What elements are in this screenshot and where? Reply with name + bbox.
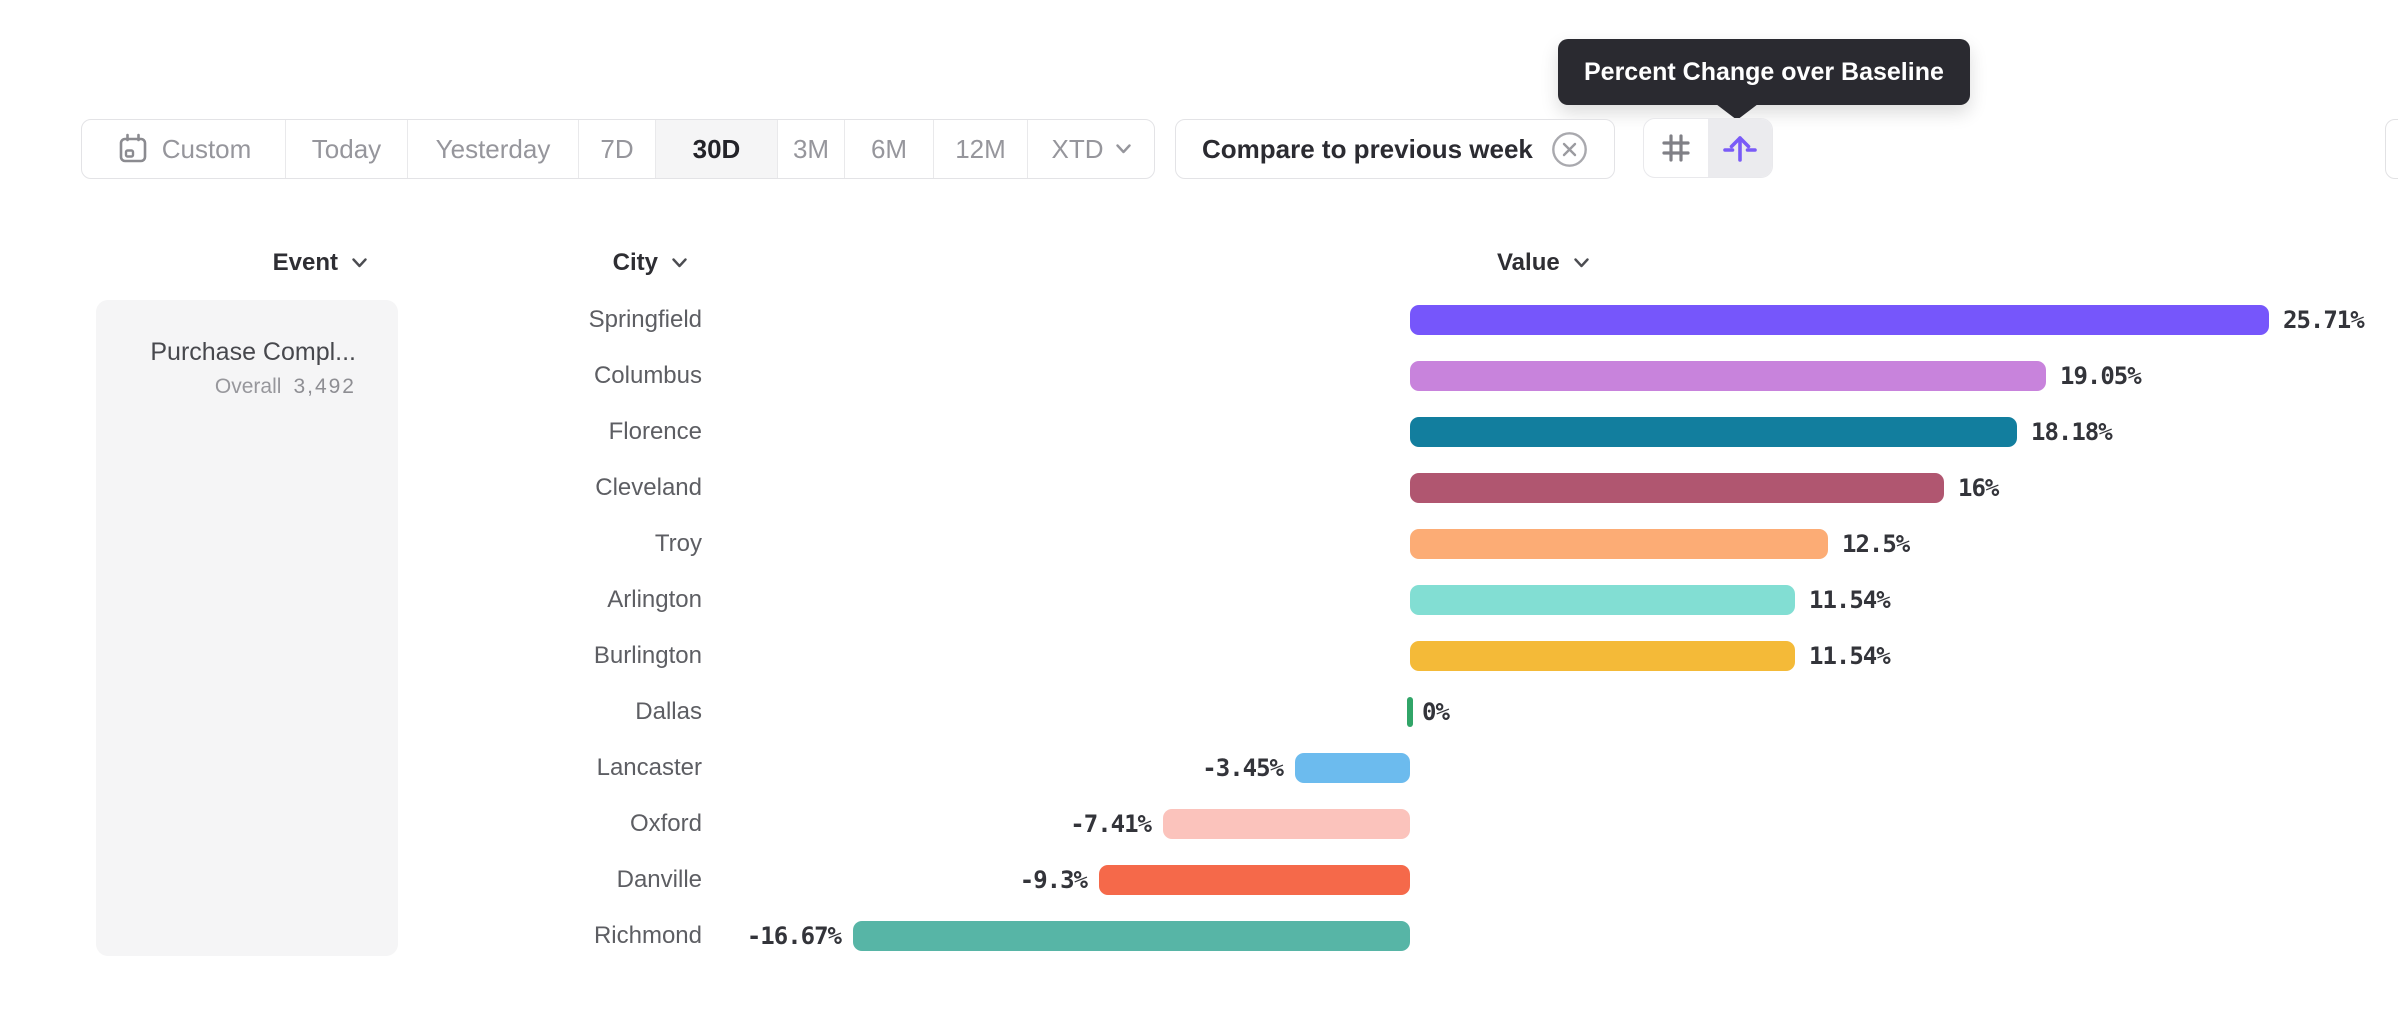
column-header-value[interactable]: Value (1497, 248, 1589, 278)
chevron-down-icon (1115, 144, 1131, 154)
range-label: 30D (692, 133, 741, 164)
chevron-down-icon (672, 258, 687, 268)
value-label-lancaster: -3.45% (1202, 754, 1284, 782)
value-label-troy: 12.5% (1842, 530, 1910, 558)
city-label-cleveland: Cleveland (595, 474, 702, 501)
event-card-purchase-completed[interactable]: Purchase Compl... Overall 3,492 (96, 300, 398, 956)
value-label-danville: -9.3% (1019, 866, 1088, 894)
overflow-toolbar-button[interactable] (2385, 119, 2398, 179)
range-label: Custom (161, 133, 252, 164)
value-label-richmond: -16.67% (746, 922, 842, 950)
event-name: Purchase Compl... (150, 338, 356, 366)
tooltip-label: Percent Change over Baseline (1584, 57, 1944, 86)
bar-troy[interactable] (1410, 529, 1828, 559)
bar-danville[interactable] (1099, 865, 1410, 895)
x-circle-icon[interactable] (1551, 131, 1588, 168)
value-label-burlington: 11.54% (1809, 642, 1891, 670)
city-label-lancaster: Lancaster (596, 754, 702, 781)
metric-value: 3,492 (293, 375, 356, 398)
range-label: XTD (1051, 133, 1104, 164)
bar-lancaster[interactable] (1295, 753, 1410, 783)
city-header-label: City (612, 249, 658, 276)
chevron-down-icon (352, 258, 367, 268)
city-label-springfield: Springfield (588, 306, 702, 333)
chart-mode-toggle (1643, 118, 1773, 178)
column-header-event[interactable]: Event (273, 248, 367, 278)
city-label-arlington: Arlington (607, 586, 702, 613)
bar-richmond[interactable] (853, 921, 1410, 951)
bar-dallas[interactable] (1407, 697, 1413, 727)
bar-burlington[interactable] (1410, 641, 1795, 671)
city-label-oxford: Oxford (629, 810, 702, 837)
calendar-icon (116, 132, 150, 166)
value-label-columbus: 19.05% (2060, 362, 2142, 390)
value-label-arlington: 11.54% (1809, 586, 1891, 614)
range-label: Yesterday (435, 133, 551, 164)
value-label-dallas: 0% (1422, 698, 1450, 726)
value-header-label: Value (1497, 249, 1560, 276)
range-xtd[interactable]: XTD (1028, 120, 1154, 178)
bar-cleveland[interactable] (1410, 473, 1944, 503)
chevron-down-icon (1574, 258, 1589, 268)
bar-springfield[interactable] (1410, 305, 2269, 335)
range-label: 7D (600, 133, 634, 164)
value-label-oxford: -7.41% (1070, 810, 1152, 838)
range-yesterday[interactable]: Yesterday (408, 120, 579, 178)
tooltip-percent-change: Percent Change over Baseline (1558, 39, 1970, 120)
range-custom[interactable]: Custom (82, 120, 286, 178)
baseline-arrow-icon[interactable] (1708, 119, 1772, 177)
bar-columbus[interactable] (1410, 361, 2046, 391)
city-label-dallas: Dallas (635, 698, 702, 725)
city-label-troy: Troy (654, 530, 702, 557)
range-today[interactable]: Today (286, 120, 408, 178)
event-overall-metric: Overall 3,492 (96, 374, 398, 400)
value-label-cleveland: 16% (1958, 474, 1999, 502)
range-7d[interactable]: 7D (579, 120, 656, 178)
event-header-label: Event (272, 249, 338, 276)
range-30d[interactable]: 30D (656, 120, 778, 178)
hash-grid-icon[interactable] (1644, 119, 1708, 177)
value-label-florence: 18.18% (2031, 418, 2113, 446)
range-label: Today (311, 133, 382, 164)
city-label-florence: Florence (608, 418, 702, 445)
range-6m[interactable]: 6M (845, 120, 934, 178)
value-label-springfield: 25.71% (2283, 306, 2365, 334)
range-3m[interactable]: 3M (778, 120, 845, 178)
compare-label: Compare to previous week (1202, 133, 1533, 164)
city-label-columbus: Columbus (593, 362, 702, 389)
city-label-danville: Danville (616, 866, 702, 893)
bar-florence[interactable] (1410, 417, 2017, 447)
range-label: 6M (870, 133, 908, 164)
bar-oxford[interactable] (1163, 809, 1410, 839)
compare-to-previous-week-button[interactable]: Compare to previous week (1175, 119, 1615, 179)
range-label: 3M (792, 133, 830, 164)
metric-label: Overall (214, 375, 282, 398)
date-range-picker: Custom Today Yesterday 7D 30D 3M 6M 12M XTD (81, 119, 1155, 179)
bar-arlington[interactable] (1410, 585, 1795, 615)
city-label-richmond: Richmond (593, 922, 702, 949)
city-label-burlington: Burlington (593, 642, 702, 669)
column-header-city[interactable]: City (613, 248, 687, 278)
range-12m[interactable]: 12M (934, 120, 1028, 178)
range-label: 12M (955, 133, 1006, 164)
